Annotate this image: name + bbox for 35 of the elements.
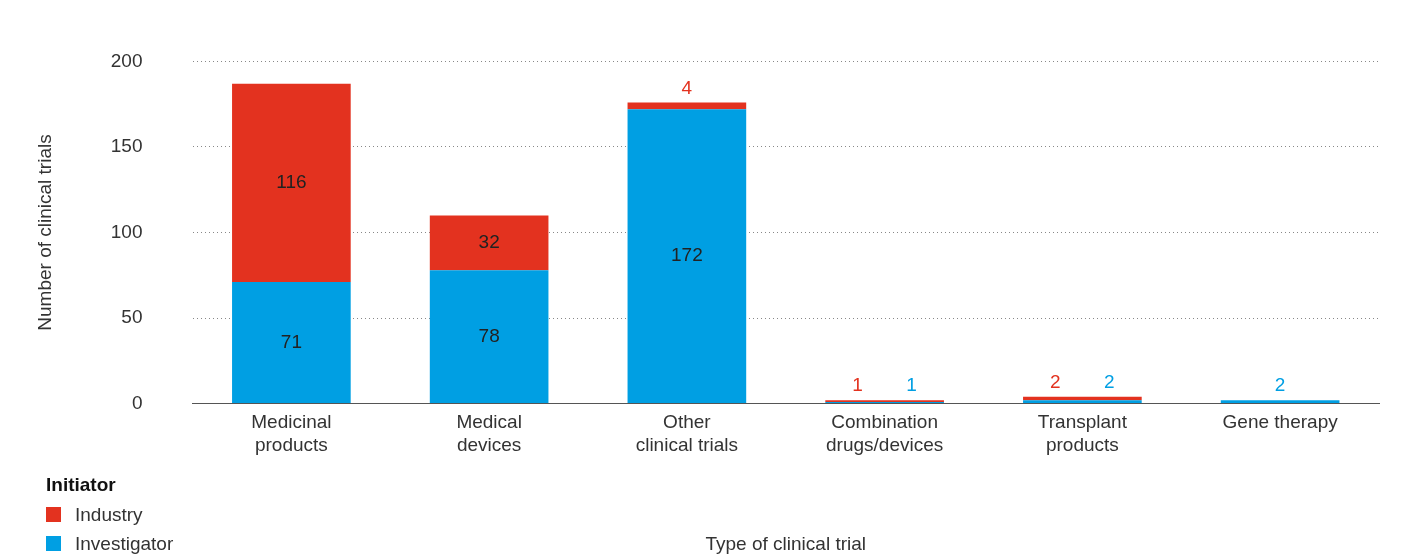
data-label: 71	[280, 330, 302, 352]
x-tick-label: Transplant products	[1037, 411, 1128, 456]
x-tick-label: Combination drugs/devices	[826, 411, 944, 456]
data-label: 172	[671, 244, 703, 266]
y-tick-label: 0	[131, 391, 143, 413]
y-axis-title: Number of clinical trials	[33, 134, 55, 331]
bar	[232, 282, 351, 404]
data-label: 1	[852, 374, 863, 396]
bar	[429, 270, 549, 404]
y-tick-label: 100	[110, 220, 143, 242]
data-label: 78	[478, 324, 500, 346]
data-label: 116	[276, 171, 307, 193]
bar	[429, 215, 549, 271]
data-label: 32	[478, 231, 500, 252]
x-axis-title: Type of clinical trial	[705, 532, 867, 554]
y-tick-label: 200	[110, 49, 143, 71]
data-label: 2	[1104, 370, 1115, 392]
legend-title: Initiator	[46, 474, 117, 496]
x-tick-label: Gene therapy	[1222, 411, 1339, 433]
x-tick-label: Medicinal products	[251, 411, 332, 456]
legend-label: Investigator	[75, 532, 174, 555]
bar	[1220, 400, 1340, 404]
x-tick-label: Other clinical trials	[635, 411, 739, 456]
legend-label: Industry	[75, 503, 143, 526]
y-tick-label: 50	[121, 306, 143, 328]
bar	[1023, 400, 1142, 404]
bar	[627, 102, 747, 110]
data-label: 1	[906, 374, 917, 396]
bar	[627, 109, 747, 404]
data-label: 2	[1274, 374, 1286, 396]
data-label: 2	[1050, 370, 1061, 392]
bar	[232, 83, 351, 283]
x-tick-label: Medical devices	[456, 411, 522, 456]
data-label: 4	[681, 76, 693, 98]
y-tick-label: 150	[110, 135, 143, 157]
